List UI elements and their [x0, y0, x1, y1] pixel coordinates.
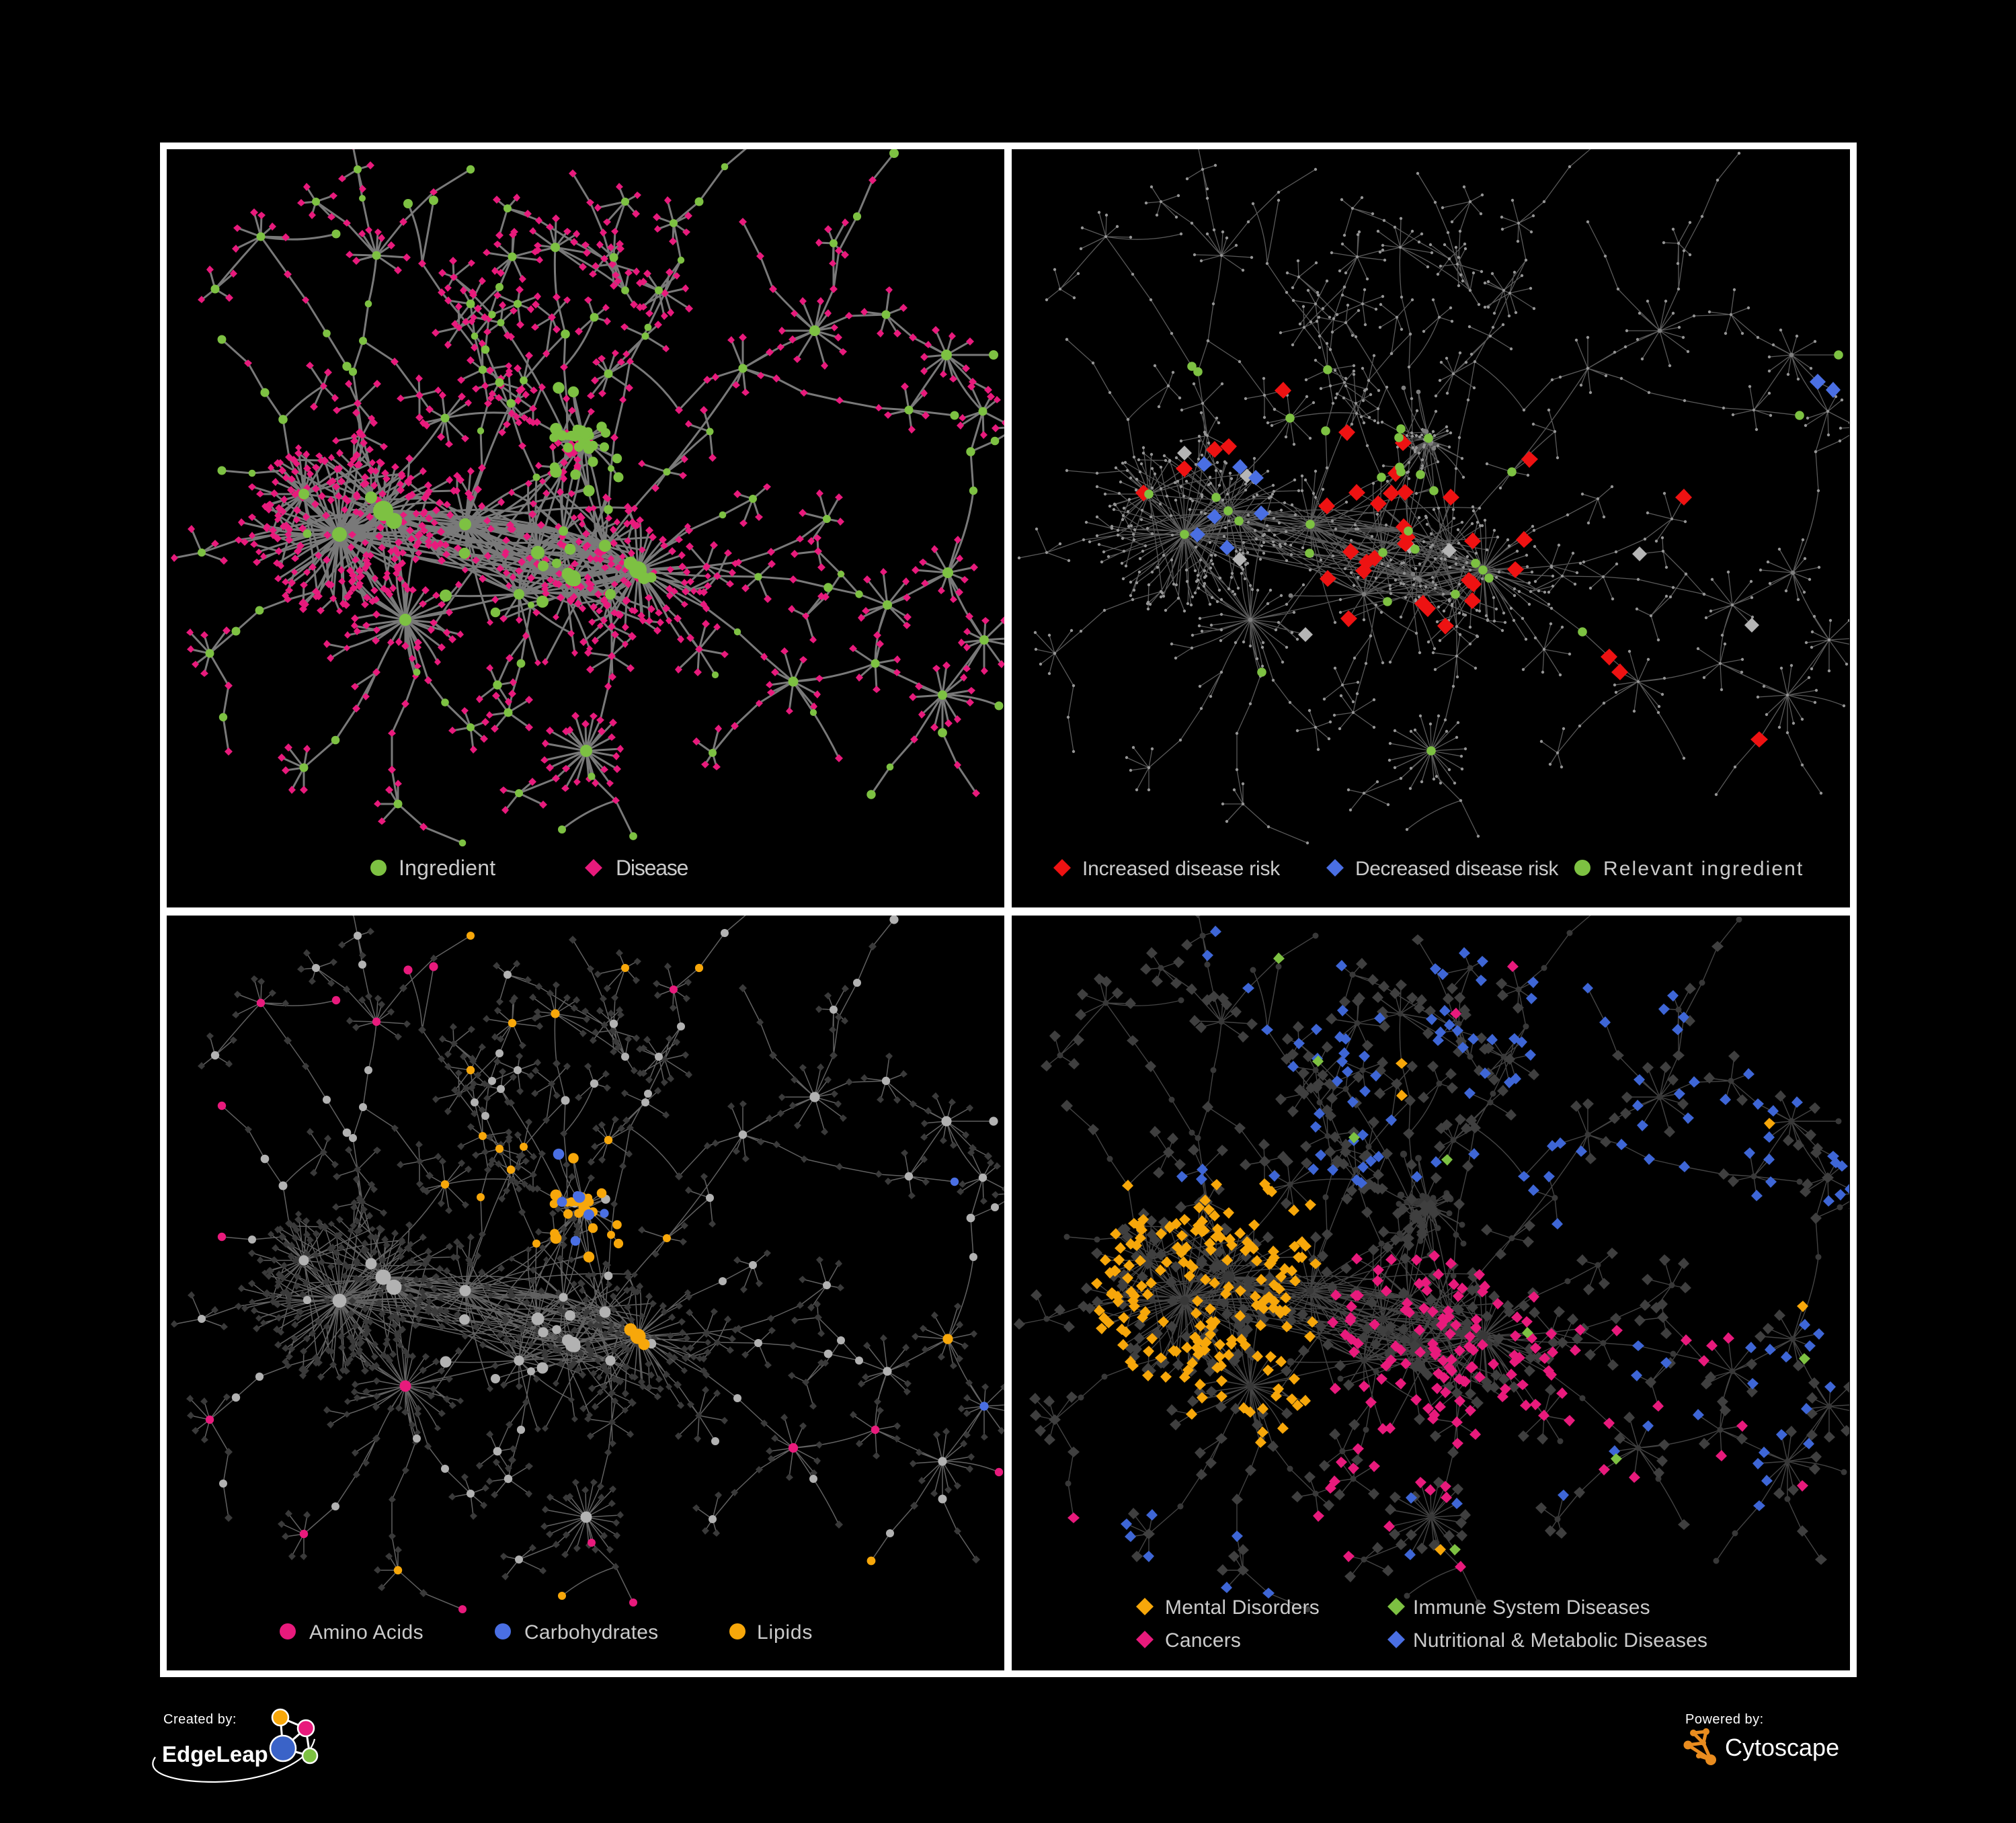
svg-text:Disease: Disease: [616, 856, 688, 880]
svg-text:Ingredient: Ingredient: [399, 856, 495, 880]
svg-text:Created by:: Created by:: [163, 1712, 237, 1727]
svg-text:EdgeLeap: EdgeLeap: [162, 1742, 268, 1767]
svg-text:Carbohydrates: Carbohydrates: [524, 1621, 658, 1644]
svg-text:Relevant ingredient: Relevant ingredient: [1603, 858, 1804, 880]
svg-text:Lipids: Lipids: [757, 1621, 813, 1644]
svg-text:Increased disease risk: Increased disease risk: [1082, 858, 1281, 880]
svg-text:Nutritional & Metabolic Diseas: Nutritional & Metabolic Diseases: [1413, 1629, 1707, 1652]
svg-text:Cytoscape: Cytoscape: [1725, 1734, 1839, 1761]
svg-text:Mental Disorders: Mental Disorders: [1165, 1596, 1320, 1619]
svg-text:Cancers: Cancers: [1165, 1629, 1241, 1652]
svg-text:Amino Acids: Amino Acids: [309, 1621, 424, 1644]
svg-text:Decreased disease risk: Decreased disease risk: [1355, 858, 1559, 880]
svg-text:Immune System Diseases: Immune System Diseases: [1413, 1596, 1650, 1619]
svg-text:Powered by:: Powered by:: [1685, 1712, 1764, 1727]
